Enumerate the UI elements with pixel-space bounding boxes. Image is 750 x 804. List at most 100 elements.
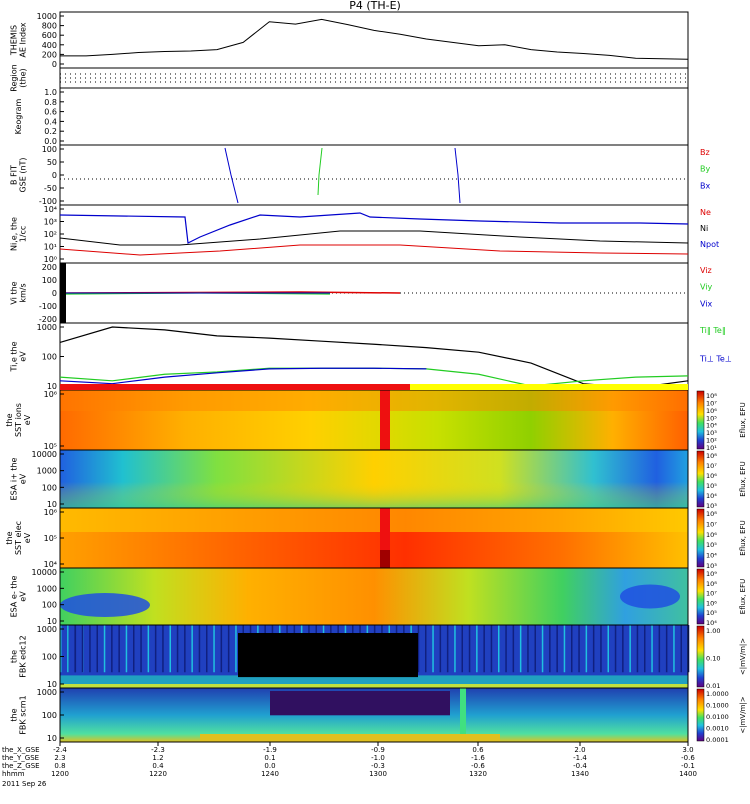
- region-dots: [60, 73, 688, 83]
- svg-text:0.01: 0.01: [706, 682, 720, 690]
- svg-text:100: 100: [42, 483, 57, 492]
- svg-text:10⁹: 10⁹: [706, 570, 717, 578]
- svg-text:FBK edc12: FBK edc12: [19, 635, 28, 677]
- panel-yticks: 10⁴ 10³ 10² 10¹ 10⁰: [44, 205, 64, 264]
- svg-text:the_Z_GSE: the_Z_GSE: [2, 762, 40, 770]
- svg-text:the: the: [10, 650, 19, 663]
- svg-text:10⁵: 10⁵: [44, 534, 57, 543]
- svg-text:100: 100: [42, 276, 57, 285]
- svg-text:2.0: 2.0: [574, 746, 585, 754]
- svg-text:Ni,e, the: Ni,e, the: [10, 217, 19, 251]
- svg-text:Ti‖ Te‖: Ti‖ Te‖: [699, 326, 726, 335]
- svg-text:10⁴: 10⁴: [44, 560, 57, 569]
- svg-text:10²: 10²: [706, 437, 717, 445]
- panel-ylabel: Keogram: [14, 98, 23, 134]
- svg-text:(the): (the): [19, 68, 28, 87]
- panel-frame-region: [59, 67, 689, 89]
- svg-text:10³: 10³: [706, 562, 717, 570]
- svg-text:10⁷: 10⁷: [706, 590, 717, 598]
- panel-legend: Ti‖ Te‖ Ti⊥ Te⊥: [699, 326, 732, 364]
- svg-text:400: 400: [42, 41, 57, 50]
- temperature-series: [59, 326, 689, 390]
- svg-text:1/cc: 1/cc: [19, 226, 28, 243]
- svg-text:0: 0: [52, 289, 57, 298]
- svg-text:0.0010: 0.0010: [706, 725, 729, 733]
- svg-text:0: 0: [52, 60, 57, 69]
- svg-text:0.0: 0.0: [264, 762, 275, 770]
- svg-text:10⁵: 10⁵: [706, 609, 717, 617]
- panel-ylabel: Ti,e the eV: [10, 341, 28, 372]
- svg-text:10³: 10³: [706, 502, 717, 510]
- svg-text:10⁰: 10⁰: [44, 255, 57, 264]
- svg-text:10⁵: 10⁵: [706, 414, 717, 422]
- svg-text:the: the: [5, 413, 14, 426]
- panel-yticks: 10⁶ 10⁵: [44, 390, 64, 451]
- svg-text:10⁴: 10⁴: [706, 619, 717, 627]
- svg-text:Viz: Viz: [700, 266, 712, 275]
- svg-text:10¹: 10¹: [706, 444, 717, 452]
- panel-ylabel: the FBK scm1: [10, 695, 28, 734]
- svg-text:0.1000: 0.1000: [706, 702, 729, 710]
- svg-text:-200: -200: [39, 315, 57, 324]
- svg-text:AE Index: AE Index: [19, 22, 28, 57]
- svg-text:1.0: 1.0: [44, 88, 57, 97]
- svg-text:Bx: Bx: [700, 181, 710, 190]
- svg-text:0.1: 0.1: [264, 754, 275, 762]
- panel-ylabel: the SST ions eV: [5, 403, 32, 437]
- svg-text:10⁵: 10⁵: [706, 482, 717, 490]
- panel-yticks: 1000 100 10: [37, 625, 64, 689]
- panel-ylabel: the FBK edc12: [10, 635, 28, 677]
- svg-text:the_X_GSE: the_X_GSE: [2, 746, 40, 754]
- svg-text:10⁴: 10⁴: [706, 492, 717, 500]
- svg-text:Keogram: Keogram: [14, 98, 23, 134]
- svg-text:0.0001: 0.0001: [706, 736, 729, 744]
- svg-text:-0.9: -0.9: [371, 746, 385, 754]
- svg-text:2011 Sep 26: 2011 Sep 26: [2, 780, 47, 788]
- panel-yticks: 1.00.80.60.40.20.0: [44, 88, 64, 146]
- spectrogram-esa_elec: [60, 568, 688, 625]
- spectrogram-sst_elec: [60, 508, 688, 568]
- svg-text:10000: 10000: [32, 450, 57, 459]
- svg-text:1.2: 1.2: [152, 754, 163, 762]
- panel-ylabel: ESA i+ the eV: [10, 457, 28, 500]
- svg-text:100: 100: [42, 601, 57, 610]
- svg-text:-1.6: -1.6: [471, 754, 485, 762]
- svg-text:0.8: 0.8: [44, 98, 57, 107]
- svg-text:200: 200: [42, 263, 57, 272]
- svg-text:SST ions: SST ions: [14, 403, 23, 437]
- svg-text:ESA e- the: ESA e- the: [10, 576, 19, 618]
- spectrogram-fbk_e12: [60, 625, 690, 688]
- svg-text:1340: 1340: [571, 770, 589, 778]
- svg-text:1000: 1000: [37, 688, 57, 697]
- svg-text:-0.6: -0.6: [681, 754, 695, 762]
- svg-text:1240: 1240: [261, 770, 279, 778]
- svg-text:Npot: Npot: [700, 240, 719, 249]
- svg-text:1.00: 1.00: [706, 627, 720, 635]
- density-series: [59, 212, 689, 256]
- svg-text:100: 100: [42, 711, 57, 720]
- svg-text:Ne: Ne: [700, 208, 711, 217]
- svg-text:10⁸: 10⁸: [706, 392, 717, 400]
- svg-text:eV: eV: [23, 414, 32, 425]
- svg-text:1.0000: 1.0000: [706, 690, 729, 698]
- svg-text:Ti⊥ Te⊥: Ti⊥ Te⊥: [699, 355, 732, 364]
- svg-text:10: 10: [47, 617, 57, 626]
- svg-text:10⁶: 10⁶: [44, 390, 57, 399]
- svg-text:the_Y_GSE: the_Y_GSE: [2, 754, 39, 762]
- svg-text:10⁸: 10⁸: [706, 580, 717, 588]
- svg-text:eV: eV: [19, 591, 28, 602]
- svg-text:3.0: 3.0: [682, 746, 693, 754]
- panel-yticks: 1000 100 10: [37, 688, 64, 743]
- svg-text:SST elec: SST elec: [14, 521, 23, 555]
- svg-text:100: 100: [42, 145, 57, 154]
- svg-text:0.4: 0.4: [152, 762, 164, 770]
- svg-text:10⁷: 10⁷: [706, 399, 717, 407]
- svg-text:-100: -100: [39, 302, 57, 311]
- svg-text:-2.3: -2.3: [151, 746, 165, 754]
- svg-text:Vi the: Vi the: [10, 281, 19, 304]
- svg-text:10⁴: 10⁴: [44, 205, 57, 214]
- colorbar-fbk_scm: 1.0000 0.1000 0.0100 0.0010 0.0001 <|mV/m|>: [696, 688, 747, 744]
